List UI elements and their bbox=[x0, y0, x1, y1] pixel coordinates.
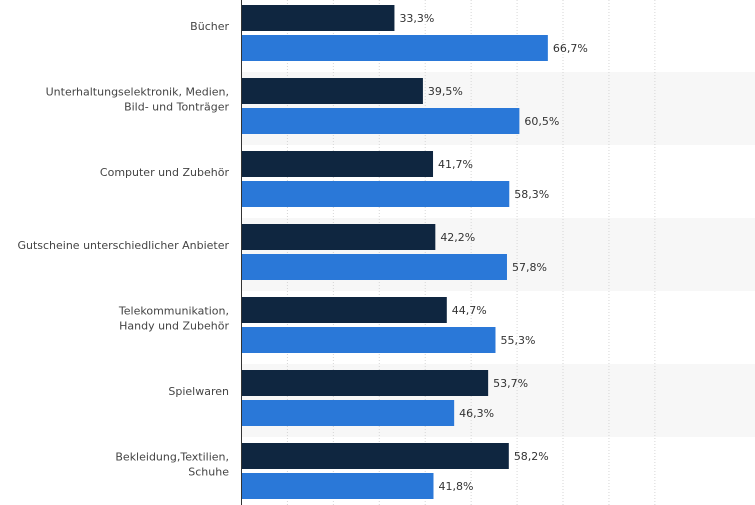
category-label-row-2: Unterhaltungselektronik, Medien, Bild- un… bbox=[46, 86, 230, 114]
bar-series-1-row-7 bbox=[241, 443, 509, 469]
value-label-series-1-row-5: 44,7% bbox=[452, 304, 487, 317]
value-label-series-1-row-1: 33,3% bbox=[399, 12, 434, 25]
bar-series-2-row-7 bbox=[241, 473, 434, 499]
value-label-series-1-row-6: 53,7% bbox=[493, 377, 528, 390]
category-label-line: Telekommunikation, bbox=[118, 305, 229, 318]
category-labels: Bücher Unterhaltungselektronik, Medien, Bi… bbox=[17, 20, 229, 479]
category-label-line: Handy und Zubehör bbox=[119, 320, 229, 333]
value-label-series-2-row-5: 55,3% bbox=[500, 334, 535, 347]
category-label-line: Bekleidung,Textilien, bbox=[115, 451, 229, 464]
bar-series-2-row-4 bbox=[241, 254, 507, 280]
value-label-series-1-row-2: 39,5% bbox=[428, 85, 463, 98]
bar-series-1-row-1 bbox=[241, 5, 395, 31]
bar-series-1-row-2 bbox=[241, 78, 423, 104]
bar-series-1-row-4 bbox=[241, 224, 436, 250]
bar-series-1-row-6 bbox=[241, 370, 489, 396]
category-label-line: Spielwaren bbox=[168, 385, 229, 398]
value-label-series-1-row-7: 58,2% bbox=[514, 450, 549, 463]
category-label-line: Schuhe bbox=[188, 466, 229, 479]
value-label-series-2-row-6: 46,3% bbox=[459, 407, 494, 420]
bar-series-2-row-6 bbox=[241, 400, 455, 426]
category-label-line: Bücher bbox=[190, 20, 229, 33]
value-label-series-2-row-7: 41,8% bbox=[438, 480, 473, 493]
value-label-series-2-row-3: 58,3% bbox=[514, 188, 549, 201]
value-labels: 33,3% 66,7% 39,5% 60,5% 41,7% 58,3% 42,2% 57,8%… bbox=[399, 12, 587, 493]
category-label-row-5: Telekommunikation, Handy und Zubehör bbox=[118, 305, 230, 333]
category-label-line: Computer und Zubehör bbox=[100, 166, 230, 179]
bar-series-2-row-3 bbox=[241, 181, 510, 207]
value-label-series-2-row-1: 66,7% bbox=[553, 42, 588, 55]
category-label-row-4: Gutscheine unterschiedlicher Anbieter bbox=[17, 239, 229, 252]
category-label-row-6: Spielwaren bbox=[168, 385, 229, 398]
bars bbox=[241, 5, 548, 499]
value-label-series-2-row-2: 60,5% bbox=[524, 115, 559, 128]
bar-series-2-row-2 bbox=[241, 108, 520, 134]
bar-series-2-row-5 bbox=[241, 327, 496, 353]
category-label-line: Unterhaltungselektronik, Medien, bbox=[46, 86, 229, 99]
bar-series-1-row-3 bbox=[241, 151, 434, 177]
value-label-series-2-row-4: 57,8% bbox=[512, 261, 547, 274]
category-label-line: Gutscheine unterschiedlicher Anbieter bbox=[17, 239, 229, 252]
value-label-series-1-row-3: 41,7% bbox=[438, 158, 473, 171]
category-label-line: Bild- und Tonträger bbox=[124, 101, 229, 114]
category-label-row-1: Bücher bbox=[190, 20, 229, 33]
value-label-series-1-row-4: 42,2% bbox=[440, 231, 475, 244]
category-label-row-3: Computer und Zubehör bbox=[100, 166, 230, 179]
category-label-row-7: Bekleidung,Textilien, Schuhe bbox=[115, 451, 229, 479]
bar-series-1-row-5 bbox=[241, 297, 447, 323]
bar-series-2-row-1 bbox=[241, 35, 548, 61]
